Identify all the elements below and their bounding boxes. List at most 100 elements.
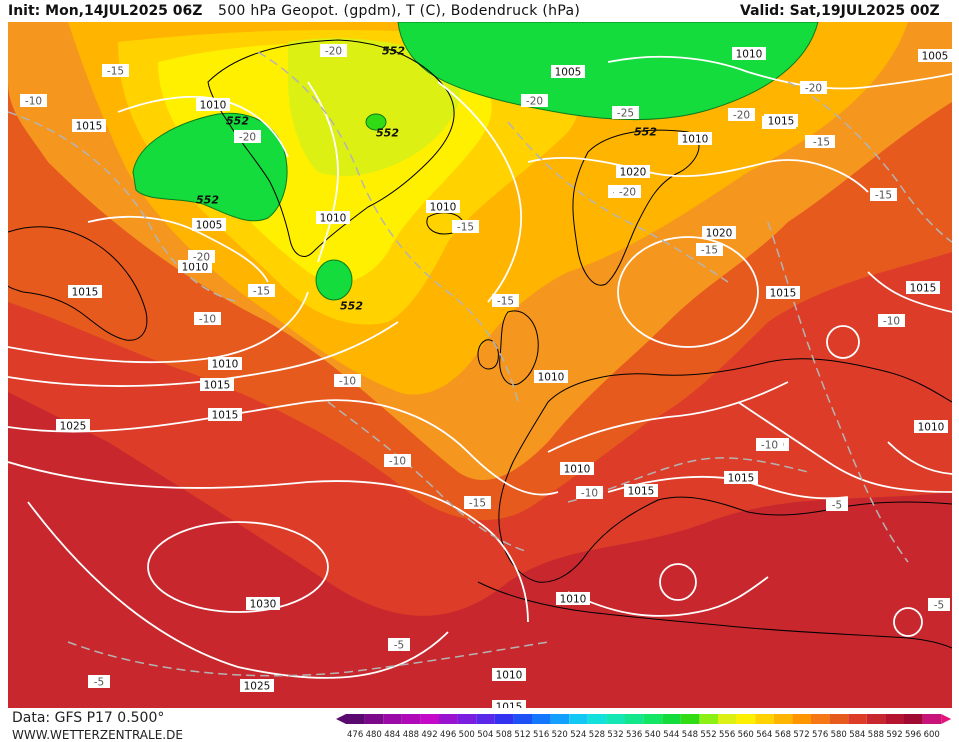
svg-text:1010: 1010 (430, 202, 457, 214)
temperature-label: -20 (728, 108, 755, 122)
chart-footer: Data: GFS P17 0.500° WWW.WETTERZENTRALE.… (0, 708, 959, 742)
coastline-greenland (207, 39, 455, 257)
pressure-label: 1005 (918, 49, 952, 63)
svg-text:1005: 1005 (555, 67, 582, 79)
legend-swatch (848, 714, 867, 724)
svg-text:1020: 1020 (706, 228, 733, 240)
pressure-label: 1010 (492, 668, 526, 682)
pressure-label: 1015 (724, 471, 758, 485)
legend-swatch (904, 714, 923, 724)
legend-tick-label: 580 (831, 730, 847, 740)
temperature-label: -20 (320, 44, 347, 58)
geopotential-low-tiny[interactable] (365, 113, 387, 131)
svg-text:1015: 1015 (910, 283, 937, 295)
svg-text:-15: -15 (701, 245, 718, 257)
temperature-label: -20 (521, 94, 548, 108)
legend-swatch (476, 714, 495, 724)
pressure-label: 1010 (196, 98, 230, 112)
svg-text:-10: -10 (761, 440, 778, 452)
legend-tick-label: 592 (886, 730, 902, 740)
legend-tick-label: 588 (868, 730, 884, 740)
legend-tick-label: 524 (570, 730, 586, 740)
legend-swatch (773, 714, 793, 724)
pressure-label: 1005 (192, 218, 226, 232)
valid-time: Valid: Sat,19JUL2025 00Z (740, 3, 940, 19)
data-source: Data: GFS P17 0.500° (12, 710, 165, 726)
legend-tick-label: 568 (775, 730, 791, 740)
legend-swatch (736, 714, 756, 724)
geopotential-low-small[interactable] (315, 259, 353, 301)
temperature-label: -15 (808, 135, 835, 149)
svg-text:1010: 1010 (560, 594, 587, 606)
legend-swatch (643, 714, 663, 724)
svg-text:-20: -20 (325, 46, 342, 58)
pressure-label: 1015 (906, 281, 940, 295)
coastline-scandinavia (572, 129, 700, 286)
pressure-label: 1015 (200, 378, 234, 392)
legend-tick-label: 512 (514, 730, 530, 740)
legend-swatch (662, 714, 681, 724)
temperature-label: -5 (826, 498, 848, 512)
svg-text:552: 552 (382, 45, 405, 58)
legend-tick-label: 528 (589, 730, 605, 740)
svg-text:1010: 1010 (918, 422, 945, 434)
temperature-label: -5 (928, 598, 950, 612)
legend-tick-label: 476 (347, 730, 363, 740)
temperature-label: -15 (492, 294, 519, 308)
legend-swatch (346, 714, 365, 724)
coastline-labrador (8, 226, 148, 341)
svg-text:1010: 1010 (200, 100, 227, 112)
temperature-label: -10 (334, 374, 361, 388)
svg-text:-5: -5 (94, 677, 104, 689)
svg-text:1025: 1025 (60, 421, 87, 433)
temperature-label: -15 (452, 220, 479, 234)
svg-text:-20: -20 (619, 187, 636, 199)
legend-tick-label: 596 (905, 730, 921, 740)
pressure-label: 1010 (534, 370, 568, 384)
svg-text:1015: 1015 (496, 702, 523, 709)
legend-swatch (922, 714, 942, 724)
legend-tick-label: 560 (738, 730, 754, 740)
legend-swatch (401, 714, 421, 724)
legend-tick-label: 548 (682, 730, 698, 740)
legend-swatch (364, 714, 384, 724)
pressure-label: 1010 (556, 592, 590, 606)
legend-tick-label: 520 (552, 730, 568, 740)
svg-text:552: 552 (340, 300, 363, 313)
svg-text:1020: 1020 (620, 167, 647, 179)
temperature-label: -15 (870, 188, 897, 202)
legend-tick-label: 516 (533, 730, 549, 740)
temperature-label: -10 (878, 314, 905, 328)
pressure-label: 1010 (426, 200, 460, 214)
temperature-label: -25 (612, 106, 639, 120)
pressure-label: 1020 (702, 226, 736, 240)
svg-text:-10: -10 (581, 488, 598, 500)
geopotential-label: 552 (340, 300, 363, 313)
legend-swatch (625, 714, 644, 724)
svg-text:-15: -15 (813, 137, 830, 149)
legend-swatch (755, 714, 774, 724)
svg-text:-20: -20 (805, 83, 822, 95)
chart-title: 500 hPa Geopot. (gpdm), T (C), Bodendruc… (218, 3, 581, 19)
pressure-label: 1015 (492, 700, 526, 708)
weather-map[interactable]: 552 552 552 552 552 552 1010 1015 1005 1010 1010 10… (8, 22, 952, 708)
legend-tick-label: 488 (403, 730, 419, 740)
pressure-label: 1015 (68, 285, 102, 299)
geopotential-label: 552 (196, 194, 219, 207)
svg-text:-5: -5 (832, 500, 842, 512)
isobars (8, 55, 952, 679)
svg-text:-15: -15 (497, 296, 514, 308)
temperature-label: -15 (102, 64, 129, 78)
svg-text:1015: 1015 (768, 116, 795, 128)
svg-text:-20: -20 (526, 96, 543, 108)
legend-swatch (532, 714, 551, 724)
pressure-label: 1015 (766, 286, 800, 300)
legend-swatch (885, 714, 904, 724)
temperature-label: -10 (20, 94, 47, 108)
legend-swatch (383, 714, 402, 724)
pressure-label: 1010 (208, 357, 242, 371)
isotherms (8, 51, 952, 677)
pressure-label: 1020 (616, 165, 650, 179)
legend-tick-label: 556 (719, 730, 735, 740)
pressure-label: 1010 (914, 420, 948, 434)
